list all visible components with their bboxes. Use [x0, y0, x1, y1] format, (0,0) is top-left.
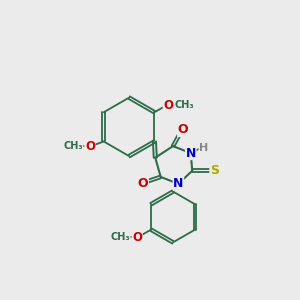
Text: O: O	[163, 99, 173, 112]
Text: CH₃: CH₃	[110, 232, 130, 242]
Text: O: O	[132, 231, 142, 244]
Text: O: O	[85, 140, 95, 153]
Text: N: N	[173, 177, 184, 190]
Text: H: H	[199, 143, 208, 153]
Text: S: S	[210, 164, 219, 177]
Text: O: O	[138, 177, 148, 190]
Text: O: O	[178, 123, 188, 136]
Text: CH₃: CH₃	[175, 100, 194, 110]
Text: N: N	[185, 146, 196, 160]
Text: CH₃: CH₃	[63, 141, 83, 151]
